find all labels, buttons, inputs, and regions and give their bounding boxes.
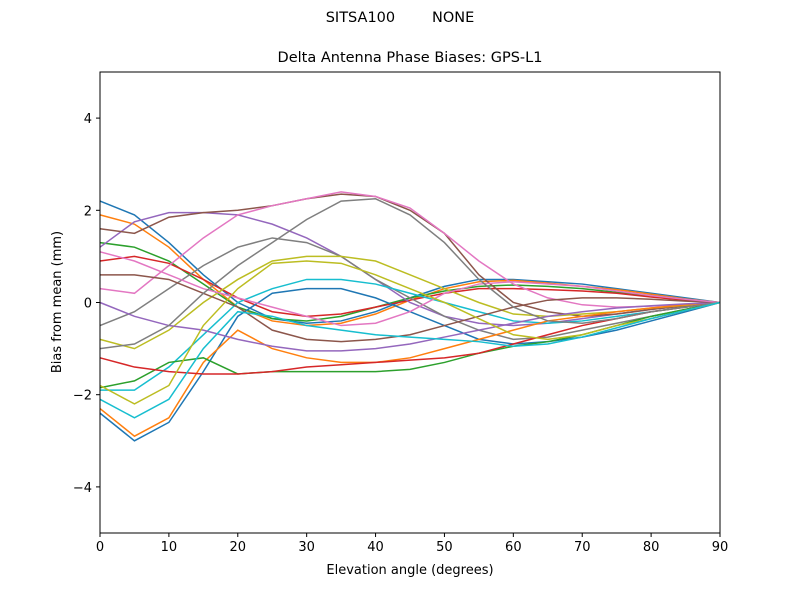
chart-title: Delta Antenna Phase Biases: GPS-L1	[277, 50, 543, 66]
series-line-15	[99, 301, 721, 352]
y-tick-label: −4	[73, 481, 92, 496]
x-tick-label: 20	[230, 540, 247, 555]
series-line-7	[99, 191, 721, 308]
x-tick-label: 30	[298, 540, 315, 555]
y-tick-label: −2	[73, 389, 92, 404]
series-line-19	[99, 260, 721, 405]
y-axis: −4 −2 0 2 4	[73, 112, 100, 496]
x-tick-label: 80	[643, 540, 660, 555]
series-line-18	[99, 198, 721, 350]
x-axis-label: Elevation angle (degrees)	[326, 563, 493, 578]
x-tick-label: 70	[574, 540, 591, 555]
y-tick-label: 2	[84, 204, 92, 219]
x-axis: 0 10 20 30 40 50 60 70 80 90	[96, 533, 728, 555]
x-tick-label: 40	[367, 540, 384, 555]
x-tick-label: 60	[505, 540, 522, 555]
y-tick-label: 0	[84, 297, 92, 312]
y-tick-label: 4	[84, 112, 92, 127]
series-line-2	[99, 214, 721, 327]
series-line-8	[99, 237, 721, 341]
series-line-20	[99, 301, 721, 419]
x-tick-label: 10	[161, 540, 178, 555]
series-line-6	[99, 193, 721, 318]
series-lines	[99, 191, 721, 442]
y-axis-label: Bias from mean (mm)	[50, 231, 65, 373]
x-tick-label: 50	[436, 540, 453, 555]
series-line-12	[99, 301, 721, 438]
x-tick-label: 90	[712, 540, 729, 555]
series-line-3	[99, 241, 721, 322]
series-line-4	[99, 255, 721, 318]
x-tick-label: 0	[96, 540, 104, 555]
series-line-1	[99, 200, 721, 324]
series-line-17	[99, 251, 721, 327]
figure-suptitle: SITSA100 NONE	[325, 10, 475, 26]
series-line-10	[100, 278, 721, 391]
